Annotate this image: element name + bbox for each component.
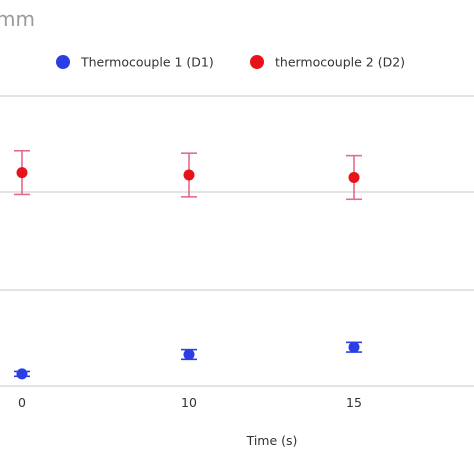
data-point — [183, 169, 195, 181]
data-point — [183, 348, 195, 360]
grid — [0, 95, 474, 387]
data-point — [348, 171, 360, 183]
x-axis-title: Time (s) — [246, 433, 298, 448]
legend-marker — [250, 55, 264, 69]
legend-label: thermocouple 2 (D2) — [275, 55, 405, 70]
data-points — [16, 167, 360, 380]
error-bars — [14, 149, 362, 378]
legend-marker — [56, 55, 70, 69]
legend: Thermocouple 1 (D1) thermocouple 2 (D2) — [56, 55, 405, 70]
x-tick-label: 10 — [181, 395, 197, 410]
x-tick-label: 0 — [18, 395, 26, 410]
legend-label: Thermocouple 1 (D1) — [80, 55, 214, 70]
data-point — [16, 368, 28, 380]
data-point — [16, 167, 28, 179]
chart-title: mm — [0, 7, 35, 31]
x-tick-labels: 0 10 15 — [18, 395, 362, 410]
data-point — [348, 341, 360, 353]
x-tick-label: 15 — [346, 395, 362, 410]
